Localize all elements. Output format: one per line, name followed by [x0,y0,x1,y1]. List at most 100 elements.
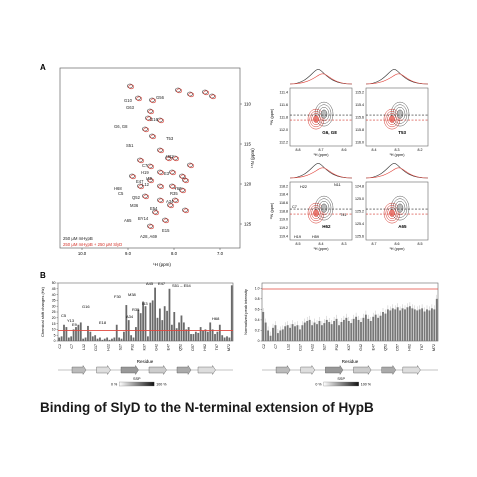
contour-black [392,198,408,218]
peak-black [147,223,153,229]
peak-black [147,108,153,114]
peak-label: G16 [150,117,159,122]
peak-red [163,218,170,224]
inset-extra-label: T41 [340,213,347,217]
csp-bar [91,336,94,341]
intensity-bar [296,325,299,341]
peak-red [153,210,160,216]
inset-y-tick-label: 119.0 [279,218,288,222]
peak-red [150,98,157,104]
inset-frame [289,181,353,241]
csp-bar [170,324,173,341]
inset-frame [365,87,429,147]
contour-black [390,195,410,221]
intensity-bar [396,307,399,341]
intensity-bar [313,322,316,341]
csp-xlabel: Residue [137,359,154,364]
projection-red [289,73,353,85]
x-tick-label: K37 [143,344,147,350]
y-tick-label: 0.2 [255,329,260,333]
peak-black [179,187,185,193]
inset-y-tick-label: 111.6 [280,103,288,107]
csp-bar [218,324,221,341]
intensity-bar [303,322,306,341]
peak-red [158,170,165,176]
y-tick-label: 1.0 [255,286,260,290]
inset-label: A65 [398,224,407,229]
inset-y-tick-label: 125.4 [355,222,364,226]
peak-black [137,183,143,189]
inset-y-tick-label: 116.0 [355,140,364,144]
peak-label: G10 [124,98,133,103]
csp-annotation: G16 [82,304,90,309]
inset-x-tick-label: 8.6 [342,148,347,152]
peak-red [210,94,217,100]
peak-red [158,118,165,124]
contour-black [396,109,404,119]
peak-black [149,133,155,139]
contour-black [390,101,410,127]
intensity-bar [279,330,282,341]
x-tick-label: T67 [420,344,424,350]
peak-red [173,198,180,204]
contour-red [311,113,321,125]
peak-red [158,148,165,154]
intensity-bar [352,318,355,341]
peak-black [157,117,163,123]
intensity-bar [284,326,287,341]
intensity-bar [274,325,277,341]
peak-black [162,217,168,223]
hsqc-x-ticks: 10.0 9.0 8.0 7.0 [78,248,224,256]
peak-red [148,164,155,170]
csp-bar [204,329,207,341]
inset-extra-label: H59 [312,235,319,239]
intensity-bar [391,308,394,341]
ssp-track-right: SSP 0 % 100 % [262,364,438,387]
peak-label: H19 [141,170,149,175]
x-tick-label: M72 [432,344,436,351]
intensity-bar [362,317,365,341]
inset-x-tick-label: 8.5 [418,242,423,246]
inset-ylabel: ¹⁵N (ppm) [270,202,274,219]
intensity-bar [335,318,338,341]
y-tick-label: 25 [52,310,56,314]
peak-label: E47 [136,179,144,184]
inset-x-tick-label: 8.7 [372,242,377,246]
inset-xlabel: ¹H (ppm) [390,247,406,251]
panel-a-label: A [40,63,46,72]
ssp-arrow [176,364,192,376]
figure-caption: Binding of SlyD to the N-terminal extens… [40,400,374,415]
intensity-bar [421,308,424,341]
csp-bar [79,322,82,341]
intensity-bar [294,326,296,341]
csp-bar [139,313,142,341]
intensity-bar [374,314,377,341]
peak-red [203,90,210,96]
inset-panel: H62 118.2 118.4 118.6 118.8 119.0 119.2 119.4 8.… [270,163,353,251]
csp-bar [226,336,228,341]
csp-annotation: I43 [142,301,148,306]
peak-black [202,89,208,95]
contour-red [385,205,399,222]
peak-red [128,84,135,90]
intensity-bar [430,308,433,341]
x-tick-label: K37 [347,344,351,350]
x-tick-label: D57 [396,344,400,351]
inset-frame [365,181,429,241]
y-tick-label: 30 [52,304,56,308]
csp-bar [163,306,166,341]
csp-bar [228,337,231,341]
csp-bar [103,338,106,341]
csp-annotation: A34 [126,314,134,319]
csp-annotation: S51 – E54 [172,283,191,288]
contour-red [307,108,325,130]
csp-bar [106,337,109,341]
intensity-bar [435,298,438,341]
spectrum-insets: G6, G8 111.4 111.6 111.8 112.0 112.2 8.8 8.7 8.6… [270,69,429,251]
contour-red [313,209,319,217]
peak-black [142,193,148,199]
csp-bar [209,322,212,341]
csp-bar [132,337,135,341]
x-tick-label: P32 [130,344,134,350]
inset-x-tick-label: 8.8 [296,148,301,152]
